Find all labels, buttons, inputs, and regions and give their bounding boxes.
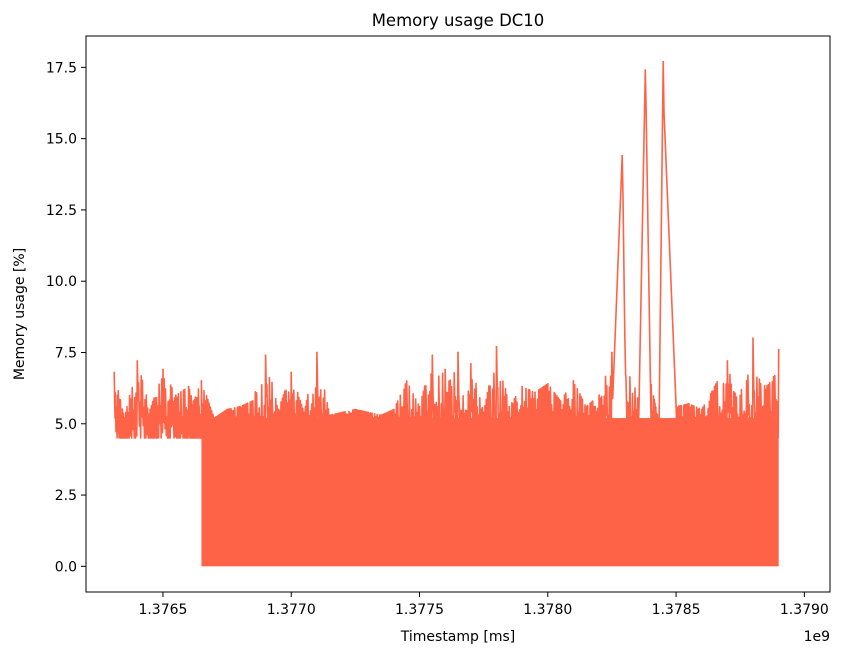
data-point <box>482 411 485 414</box>
x-tick-label: 1.3780 <box>523 602 572 618</box>
data-point <box>495 345 498 348</box>
data-point <box>457 351 459 354</box>
y-tick-label: 10.0 <box>46 274 77 290</box>
data-point <box>380 414 382 417</box>
data-point <box>713 385 716 388</box>
data-point <box>187 385 190 388</box>
x-tick-label: 1.3765 <box>138 602 187 618</box>
data-point <box>621 154 624 157</box>
data-point <box>149 408 152 411</box>
data-point <box>752 337 754 340</box>
data-point <box>239 405 241 408</box>
data-point <box>657 417 660 419</box>
data-point <box>662 60 665 63</box>
x-tick-label: 1.3785 <box>652 602 701 618</box>
x-axis-label: Timestamp [ms] <box>400 629 515 645</box>
data-point <box>623 334 626 337</box>
data-point <box>213 417 216 419</box>
data-point <box>315 351 318 354</box>
y-tick-label: 0.0 <box>55 559 77 575</box>
data-point <box>521 385 524 388</box>
data-point <box>611 351 613 354</box>
data-point <box>534 391 536 394</box>
data-point <box>328 414 331 417</box>
data-point <box>354 408 357 411</box>
data-point <box>649 380 652 382</box>
x-tick-label: 1.3770 <box>267 602 316 618</box>
data-point <box>700 408 703 411</box>
data-point <box>739 394 742 397</box>
x-tick-label: 1.3775 <box>395 602 444 618</box>
data-point <box>418 405 421 408</box>
data-point <box>598 394 601 397</box>
data-point <box>469 362 472 365</box>
data-point <box>367 411 370 414</box>
series-line <box>113 60 780 439</box>
data-point <box>303 411 305 414</box>
data-point <box>585 405 588 408</box>
data-point <box>546 382 549 385</box>
plot-area <box>113 60 780 567</box>
y-tick-label: 17.5 <box>46 60 77 76</box>
data-point <box>675 405 677 408</box>
y-axis-label: Memory usage [%] <box>12 248 28 380</box>
x-axis-offset-label: 1e9 <box>804 629 830 645</box>
data-point <box>174 394 177 397</box>
data-point <box>572 380 575 382</box>
data-point <box>192 400 195 402</box>
chart-title: Memory usage DC10 <box>372 11 545 30</box>
data-point <box>341 411 344 414</box>
data-point <box>405 380 408 382</box>
data-point <box>431 354 434 357</box>
data-point <box>290 371 293 374</box>
data-point <box>123 417 126 419</box>
data-point <box>636 397 639 400</box>
data-point <box>559 400 562 402</box>
data-point <box>264 354 267 357</box>
data-point <box>162 368 164 371</box>
data-point <box>444 368 447 371</box>
series-dense-band <box>201 418 779 567</box>
y-tick-label: 5.0 <box>55 417 77 433</box>
data-point <box>226 408 229 411</box>
data-point <box>113 371 116 374</box>
data-point <box>136 360 139 362</box>
y-axis: 0.0 2.5 5.0 7.5 10.0 12.5 15.0 17.5 <box>46 60 86 575</box>
data-point <box>644 69 647 72</box>
y-tick-label: 2.5 <box>55 488 77 504</box>
data-point <box>726 360 729 362</box>
data-point <box>200 380 203 382</box>
x-tick-label: 1.3790 <box>780 602 829 618</box>
y-tick-label: 7.5 <box>55 345 77 361</box>
data-point <box>508 405 511 408</box>
axes-frame <box>85 35 831 593</box>
data-point <box>277 408 280 411</box>
x-axis: 1.3765 1.3770 1.3775 1.3780 1.3785 1.3790 <box>138 592 829 618</box>
data-point <box>764 388 767 391</box>
data-point <box>687 402 690 405</box>
y-tick-label: 12.5 <box>46 203 77 219</box>
data-point <box>392 408 395 411</box>
data-point <box>777 348 780 351</box>
y-tick-label: 15.0 <box>46 132 77 148</box>
data-point <box>251 400 254 402</box>
